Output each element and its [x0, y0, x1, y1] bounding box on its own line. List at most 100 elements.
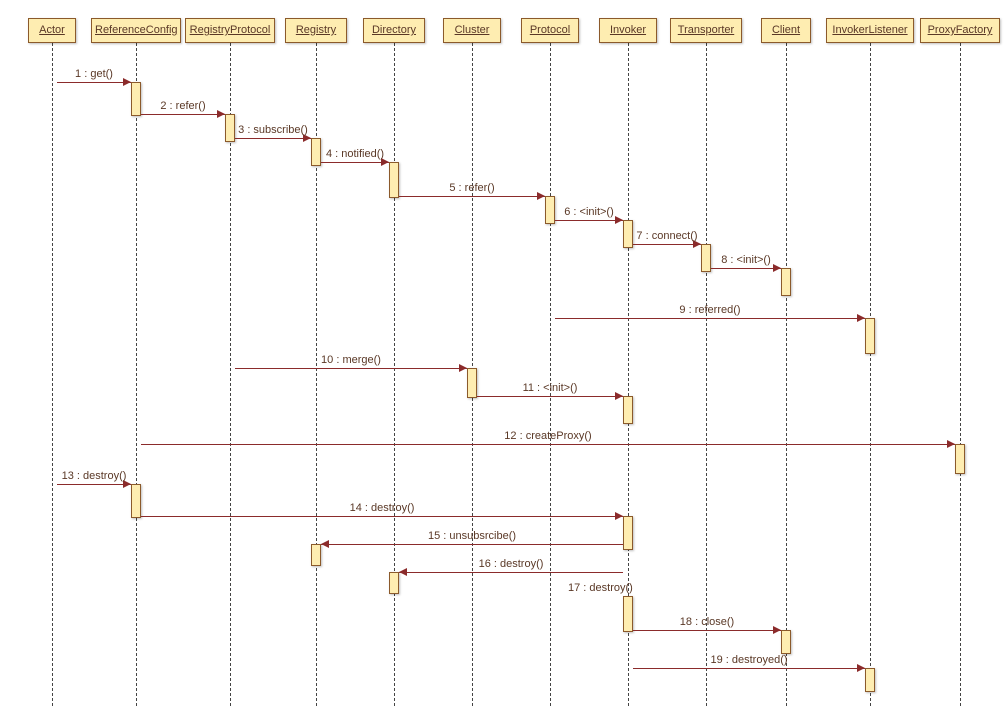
message-line-12: [141, 444, 955, 445]
activation-invoker-16: [623, 596, 633, 632]
message-label-6: 6 : <init>(): [564, 206, 614, 218]
message-line-16: [399, 572, 623, 573]
participant-label: Cluster: [452, 25, 493, 36]
lifeline-registryProtocol: [230, 43, 231, 706]
message-label-12: 12 : createProxy(): [504, 430, 591, 442]
message-line-6: [555, 220, 623, 221]
message-line-11: [477, 396, 623, 397]
participant-label: Transporter: [675, 25, 737, 36]
participant-invoker: Invoker: [599, 18, 657, 43]
activation-invoker-13: [623, 516, 633, 550]
activation-invoker-5: [623, 220, 633, 248]
message-arrow-11: [615, 392, 623, 400]
message-arrow-10: [459, 364, 467, 372]
message-label-13: 13 : destroy(): [62, 470, 127, 482]
message-line-19: [633, 668, 865, 669]
message-label-11: 11 : <init>(): [523, 382, 578, 394]
lifeline-client: [786, 43, 787, 706]
message-label-5: 5 : refer(): [449, 182, 494, 194]
lifeline-protocol: [550, 43, 551, 706]
participant-invokerListener: InvokerListener: [826, 18, 914, 43]
participant-label: InvokerListener: [829, 25, 910, 36]
participant-registry: Registry: [285, 18, 347, 43]
message-arrow-6: [615, 216, 623, 224]
activation-client-7: [781, 268, 791, 296]
activation-invokerListener-18: [865, 668, 875, 692]
message-arrow-15: [321, 540, 329, 548]
message-arrow-8: [773, 264, 781, 272]
activation-referenceConfig-12: [131, 484, 141, 518]
lifeline-invokerListener: [870, 43, 871, 706]
message-line-18: [633, 630, 781, 631]
participant-cluster: Cluster: [443, 18, 501, 43]
message-line-10: [235, 368, 467, 369]
message-line-9: [555, 318, 865, 319]
message-label-19: 19 : destroyed(): [710, 654, 787, 666]
message-line-15: [321, 544, 623, 545]
activation-registry-14: [311, 544, 321, 566]
message-label-4: 4 : notified(): [326, 148, 384, 160]
message-label-17: 17 : destroy(): [568, 582, 633, 594]
message-label-10: 10 : merge(): [321, 354, 381, 366]
activation-registry-2: [311, 138, 321, 166]
message-line-2: [141, 114, 225, 115]
activation-proxyFactory-11: [955, 444, 965, 474]
participant-label: ReferenceConfig: [92, 25, 181, 36]
lifeline-actor: [52, 43, 53, 706]
message-label-2: 2 : refer(): [160, 100, 205, 112]
message-label-18: 18 : close(): [680, 616, 734, 628]
participant-actor: Actor: [28, 18, 76, 43]
participant-label: Directory: [369, 25, 419, 36]
message-line-13: [57, 484, 131, 485]
participant-client: Client: [761, 18, 811, 43]
message-arrow-18: [773, 626, 781, 634]
message-label-3: 3 : subscribe(): [238, 124, 308, 136]
message-label-16: 16 : destroy(): [479, 558, 544, 570]
participant-label: Invoker: [607, 25, 649, 36]
participant-protocol: Protocol: [521, 18, 579, 43]
participant-label: Actor: [36, 25, 68, 36]
message-arrow-19: [857, 664, 865, 672]
message-label-9: 9 : referred(): [679, 304, 740, 316]
message-arrow-16: [399, 568, 407, 576]
lifeline-transporter: [706, 43, 707, 706]
activation-registryProtocol-1: [225, 114, 235, 142]
message-label-15: 15 : unsubsrcibe(): [428, 530, 516, 542]
participant-label: Protocol: [527, 25, 573, 36]
activation-invoker-10: [623, 396, 633, 424]
participant-proxyFactory: ProxyFactory: [920, 18, 1000, 43]
message-arrow-12: [947, 440, 955, 448]
activation-client-17: [781, 630, 791, 654]
activation-protocol-4: [545, 196, 555, 224]
participant-registryProtocol: RegistryProtocol: [185, 18, 275, 43]
activation-directory-15: [389, 572, 399, 594]
message-line-1: [57, 82, 131, 83]
participant-label: ProxyFactory: [925, 25, 996, 36]
message-line-7: [633, 244, 701, 245]
activation-referenceConfig-0: [131, 82, 141, 116]
participant-label: Registry: [293, 25, 339, 36]
message-line-5: [399, 196, 545, 197]
message-label-14: 14 : destroy(): [350, 502, 415, 514]
message-line-14: [141, 516, 623, 517]
message-label-8: 8 : <init>(): [721, 254, 771, 266]
message-arrow-9: [857, 314, 865, 322]
activation-invokerListener-8: [865, 318, 875, 354]
participant-label: RegistryProtocol: [187, 25, 274, 36]
message-label-7: 7 : connect(): [636, 230, 697, 242]
activation-directory-3: [389, 162, 399, 198]
lifeline-referenceConfig: [136, 43, 137, 706]
message-line-8: [711, 268, 781, 269]
message-line-3: [235, 138, 311, 139]
participant-referenceConfig: ReferenceConfig: [91, 18, 181, 43]
sequence-diagram: ActorReferenceConfigRegistryProtocolRegi…: [0, 0, 1006, 716]
message-arrow-14: [615, 512, 623, 520]
lifeline-proxyFactory: [960, 43, 961, 706]
lifeline-directory: [394, 43, 395, 706]
message-arrow-2: [217, 110, 225, 118]
message-arrow-1: [123, 78, 131, 86]
message-label-1: 1 : get(): [75, 68, 113, 80]
participant-directory: Directory: [363, 18, 425, 43]
message-arrow-5: [537, 192, 545, 200]
participant-label: Client: [769, 25, 803, 36]
